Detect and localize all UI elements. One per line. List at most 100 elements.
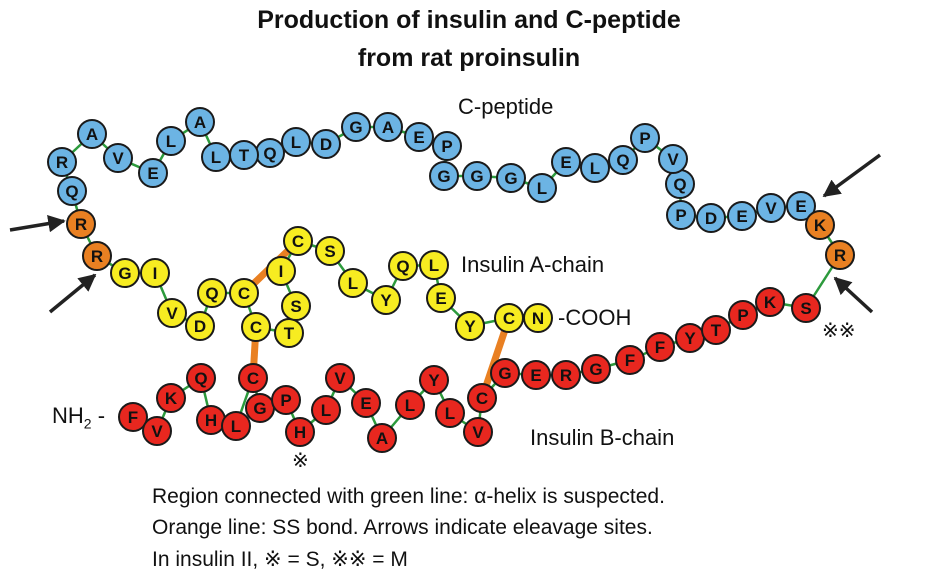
- b-chain-residue-letter: E: [530, 366, 541, 385]
- c-peptide-residue-letter: V: [112, 149, 124, 168]
- c-peptide-residue: L: [580, 153, 610, 183]
- c-peptide-residue-letter: L: [590, 159, 600, 178]
- b-chain-residue-letter: Y: [428, 371, 440, 390]
- b-chain-residue-letter: F: [625, 351, 635, 370]
- cleavage-residue: R: [66, 209, 96, 239]
- b-chain-residue: Y: [419, 365, 449, 395]
- cleavage-residue-letter: R: [91, 247, 103, 266]
- c-peptide-residue-circle: [696, 203, 726, 233]
- c-peptide-residue: L: [201, 142, 231, 172]
- b-chain-residue-letter: A: [376, 429, 388, 448]
- a-chain-residue-letter: C: [250, 318, 262, 337]
- a-chain-residue-letter: D: [194, 317, 206, 336]
- b-chain-residue: G: [581, 354, 611, 384]
- b-chain-residue: C: [467, 383, 497, 413]
- a-chain-residue: L: [419, 250, 449, 280]
- b-chain-residue-circle: [463, 417, 493, 447]
- b-chain-residue: E: [351, 388, 381, 418]
- note-line-3: In insulin II, ※ = S, ※※ = M: [152, 548, 408, 571]
- c-peptide-residue-letter: E: [795, 197, 806, 216]
- b-chain-residue-letter: F: [655, 338, 665, 357]
- b-chain-residue: F: [118, 402, 148, 432]
- b-chain-residue-circle: [311, 395, 341, 425]
- a-chain-residue: S: [315, 236, 345, 266]
- c-peptide-residue-letter: Q: [65, 182, 78, 201]
- c-peptide-residue: R: [47, 147, 77, 177]
- title-line-1: Production of insulin and C-peptide: [257, 6, 681, 34]
- b-chain-residue-letter: L: [405, 396, 415, 415]
- c-peptide-residue: G: [341, 112, 371, 142]
- b-chain-residue-letter: F: [128, 408, 138, 427]
- c-peptide-residue-circle: [57, 176, 87, 206]
- b-chain-residue-circle: [728, 300, 758, 330]
- nh2-dash: -: [91, 403, 106, 428]
- b-chain-residue-letter: K: [764, 293, 777, 312]
- a-chain-residue: V: [157, 298, 187, 328]
- b-chain-residue: L: [435, 398, 465, 428]
- b-chain-label: Insulin B-chain: [530, 425, 675, 450]
- c-peptide-residue-circle: [201, 142, 231, 172]
- b-chain-residue-circle: [221, 411, 251, 441]
- b-chain-residue-circle: [551, 360, 581, 390]
- c-peptide-residue-letter: G: [504, 169, 517, 188]
- nh2-subscript: 2: [83, 415, 92, 432]
- b-chain-residue-circle: [325, 363, 355, 393]
- c-peptide-residue-letter: Q: [263, 144, 276, 163]
- c-peptide-residue: V: [658, 144, 688, 174]
- cleavage-residue-circle: [82, 241, 112, 271]
- b-chain-residue-letter: S: [800, 299, 811, 318]
- c-peptide-residue: Q: [255, 138, 285, 168]
- c-peptide-residue: V: [103, 143, 133, 173]
- c-peptide-residue-letter: V: [765, 199, 777, 218]
- b-chain-residue: G: [490, 358, 520, 388]
- c-peptide-residue-letter: L: [537, 179, 547, 198]
- b-chain-residue-letter: G: [589, 360, 602, 379]
- b-chain-residue-letter: V: [334, 369, 346, 388]
- b-chain-residue: H: [196, 405, 226, 435]
- nh2-main-text: NH: [52, 403, 84, 428]
- c-peptide-residue-letter: E: [147, 164, 158, 183]
- cleavage-residue: R: [825, 240, 855, 270]
- a-chain-residue-circle: [140, 258, 170, 288]
- a-chain-residue-letter: L: [429, 256, 439, 275]
- a-chain-residue-circle: [229, 278, 259, 308]
- a-chain-residue: T: [274, 318, 304, 348]
- c-peptide-residue-letter: V: [667, 150, 679, 169]
- cleavage-residue-letter: K: [814, 216, 827, 235]
- c-peptide-residue-circle: [281, 127, 311, 157]
- a-chain-residue-letter: L: [348, 274, 358, 293]
- c-peptide-residue-letter: L: [291, 133, 301, 152]
- a-chain-residue-letter: S: [324, 242, 335, 261]
- a-chain-residue-circle: [266, 256, 296, 286]
- c-peptide-residue-circle: [727, 201, 757, 231]
- b-chain-residue-letter: Y: [684, 329, 696, 348]
- b-chain-residue: G: [245, 393, 275, 423]
- c-peptide-residue-letter: L: [166, 132, 176, 151]
- c-peptide-residue-letter: A: [194, 113, 206, 132]
- a-chain-residue-letter: I: [153, 264, 158, 283]
- c-peptide-residue-letter: P: [441, 137, 452, 156]
- b-chain-residue-circle: [186, 363, 216, 393]
- single-mark-label: ※: [292, 450, 309, 472]
- c-peptide-residue: E: [404, 122, 434, 152]
- c-peptide-residue-circle: [47, 147, 77, 177]
- c-peptide-residue: E: [138, 158, 168, 188]
- b-chain-residue-letter: L: [231, 417, 241, 436]
- b-chain-residue: P: [728, 300, 758, 330]
- b-chain-residue: L: [221, 411, 251, 441]
- b-chain-residue-circle: [142, 416, 172, 446]
- c-peptide-residue-circle: [103, 143, 133, 173]
- b-chain-residue-circle: [367, 423, 397, 453]
- c-peptide-residue-circle: [666, 200, 696, 230]
- c-peptide-residue-circle: [429, 161, 459, 191]
- c-peptide-residue-letter: G: [470, 167, 483, 186]
- a-chain-residue-letter: C: [238, 284, 250, 303]
- c-peptide-residue-circle: [138, 158, 168, 188]
- nh2-terminus-label: NH2 -: [52, 403, 105, 431]
- c-peptide-residue: D: [311, 129, 341, 159]
- b-chain-residue-letter: K: [165, 389, 178, 408]
- c-peptide-residue-circle: [551, 147, 581, 177]
- a-chain-residue-circle: [281, 291, 311, 321]
- b-chain-residue-circle: [755, 287, 785, 317]
